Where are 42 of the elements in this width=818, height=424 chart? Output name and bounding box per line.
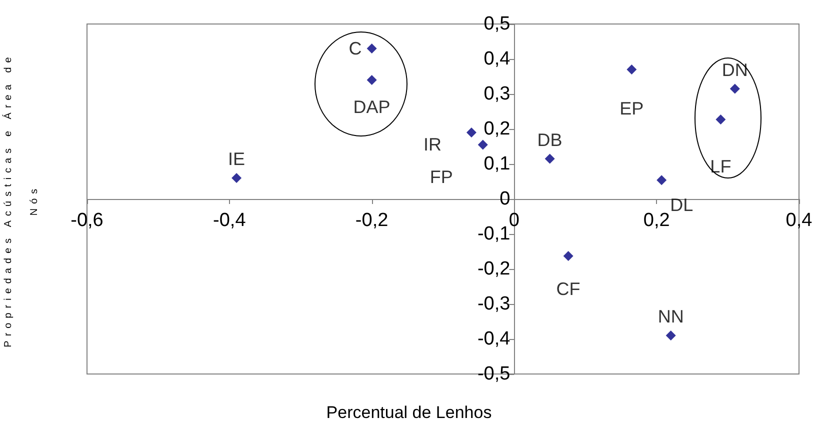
x-tick-label: -0,4 [213,210,246,231]
data-label: DN [722,60,748,80]
data-label: DAP [353,97,390,117]
point [626,64,637,74]
y-tick-label: -0,4 [477,328,511,350]
point [544,154,555,164]
point [366,44,377,54]
y-tick-label: -0,2 [477,258,510,280]
data-label: NN [658,306,684,326]
data-label: DL [670,195,694,216]
data-label: IE [228,149,246,169]
x-axis-title: Percentual de Lenhos [325,403,493,423]
point [666,330,676,340]
point [563,251,574,262]
data-label: FP [430,166,453,187]
y-tick-label: -0,5 [477,364,510,384]
point [656,175,667,186]
point [466,128,476,138]
data-label: LF [710,156,732,177]
y-tick-label: 0,5 [484,14,510,34]
y-tick-label: -0,1 [477,224,510,244]
y-tick-label: 0,3 [484,84,510,104]
x-tick-label: 0,4 [786,210,813,231]
data-label: IR [423,134,442,154]
point [232,173,242,183]
data-label: C [348,38,362,58]
y-tick-label: -0,3 [477,294,510,314]
y-tick-label: 0,2 [484,118,510,140]
data-label: DB [537,130,562,150]
point [716,114,726,125]
data-label: EP [620,98,644,118]
text: Propriedades Acústicas e Área de Nós [3,52,40,348]
point [366,75,377,85]
x-tick-label: -0,6 [70,210,104,231]
y-tick-label: 0,4 [484,48,511,70]
point [730,84,740,94]
y-tick-label: 0,1 [484,154,510,174]
point [478,140,488,150]
x-tick-label: 0,2 [643,210,670,231]
x-tick-label: -0,2 [355,210,388,231]
data-label: CF [556,279,580,300]
y-tick-label: 0 [500,188,510,210]
